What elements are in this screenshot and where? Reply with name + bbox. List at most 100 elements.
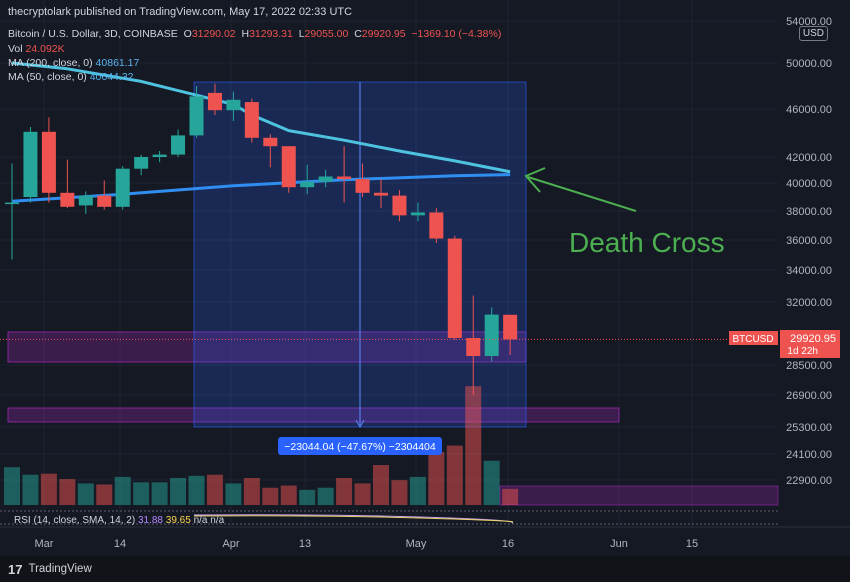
ma200-label: MA (200, close, 0)	[8, 57, 93, 69]
volume-bar	[40, 473, 57, 505]
price-badge-value: 29920.95	[790, 333, 836, 345]
candle-body	[152, 154, 167, 157]
candle-body	[484, 314, 499, 356]
candle-body	[429, 212, 444, 239]
candle-body	[337, 176, 352, 180]
volume-bar	[4, 467, 20, 505]
candle-body	[300, 181, 315, 188]
candle-body	[392, 195, 407, 216]
volume-bar	[299, 489, 316, 505]
y-tick-label: 36000.00	[786, 235, 832, 247]
candle-body	[78, 195, 93, 206]
volume-bar	[96, 484, 113, 505]
volume-bar	[151, 482, 168, 505]
measure-label: −23044.04 (−47.67%) −2304404	[284, 441, 436, 453]
volume-bar	[465, 386, 482, 505]
y-tick-label: 40000.00	[786, 178, 832, 190]
volume-bar	[336, 478, 353, 505]
candle-body	[41, 131, 56, 193]
volume-bar	[280, 485, 297, 505]
publisher-line: thecryptolark published on TradingView.c…	[8, 6, 353, 18]
ma200-legend[interactable]: MA (200, close, 0) 40861.17	[8, 57, 139, 69]
price-badge-timer: 1d 22h	[787, 346, 818, 357]
candle-body	[23, 131, 38, 197]
x-tick-label: 14	[114, 538, 126, 550]
volume-zone	[499, 485, 779, 506]
volume-bar	[206, 474, 223, 505]
volume-bar	[59, 479, 76, 505]
volume-bar	[133, 482, 150, 505]
y-tick-label: 38000.00	[786, 206, 832, 218]
close-value: 29920.95	[361, 28, 406, 40]
volume-bar	[391, 480, 408, 505]
price-badge-bg	[780, 330, 840, 358]
death-cross-label: Death Cross	[569, 227, 725, 258]
candle-body	[447, 238, 462, 338]
volume-bar	[22, 474, 39, 505]
symbol-badge-bg	[729, 331, 778, 345]
change-value: −1369.10 (−4.38%)	[411, 28, 502, 40]
candle-body	[189, 96, 204, 136]
symbol-legend: Bitcoin / U.S. Dollar, 3D, COINBASE O312…	[8, 28, 502, 40]
candle-body	[115, 168, 130, 207]
y-tick-label: 32000.00	[786, 297, 832, 309]
candle-body	[171, 135, 186, 155]
x-tick-label: 16	[502, 538, 514, 550]
volume-bar	[502, 488, 519, 505]
measure-arrow-head-icon	[355, 419, 365, 429]
candle-body	[5, 202, 19, 205]
volume-value: 24.092K	[25, 43, 65, 55]
x-tick-label: Apr	[222, 538, 239, 550]
candle-body	[244, 102, 259, 138]
y-tick-label: 22900.00	[786, 475, 832, 487]
y-tick-label: 54000.00	[786, 16, 832, 28]
candle-body	[97, 195, 112, 207]
measure-label-bg	[278, 437, 442, 455]
candle-body	[466, 338, 481, 356]
candle-body	[374, 192, 388, 196]
y-tick-label: 34000.00	[786, 265, 832, 277]
x-tick-label: Jun	[610, 538, 628, 550]
y-tick-label: 46000.00	[786, 104, 832, 116]
volume-bar	[483, 460, 500, 505]
y-tick-label: 24100.00	[786, 449, 832, 461]
support-zone-upper	[7, 331, 527, 363]
ma50-value: 40644.32	[89, 71, 134, 83]
volume-bar	[114, 476, 131, 505]
currency-button[interactable]: USD	[798, 26, 828, 41]
volume-bar	[170, 478, 187, 505]
tradingview-brand[interactable]: TradingView	[28, 563, 92, 575]
candle-body	[134, 157, 149, 169]
volume-bar	[225, 483, 242, 505]
y-tick-label: 50000.00	[786, 58, 832, 70]
volume-legend[interactable]: Vol 24.092K	[8, 43, 65, 55]
candle-body	[207, 92, 222, 111]
symbol-badge: BTCUSD	[732, 334, 773, 345]
x-tick-label: 15	[686, 538, 698, 550]
candle-body	[318, 176, 333, 182]
volume-bar	[243, 478, 260, 505]
annotation-arrow-head-icon	[524, 167, 546, 193]
ma50-label: MA (50, close, 0)	[8, 71, 87, 83]
volume-bar	[188, 475, 205, 505]
y-tick-label: 26900.00	[786, 390, 832, 402]
y-tick-label: 42000.00	[786, 152, 832, 164]
volume-bar	[77, 483, 94, 505]
y-tick-label: 25300.00	[786, 422, 832, 434]
candle-body	[503, 314, 518, 340]
volume-bar	[409, 476, 426, 505]
volume-bar	[373, 465, 389, 505]
candle-body	[410, 212, 425, 216]
candle-body	[263, 137, 278, 147]
high-value: 31293.31	[249, 28, 293, 40]
tradingview-logo-icon[interactable]: 17	[8, 561, 23, 577]
candle-body	[355, 179, 370, 193]
volume-bar	[354, 483, 371, 505]
candle-body	[226, 99, 241, 111]
open-value: 31290.02	[191, 28, 236, 40]
ma50-legend[interactable]: MA (50, close, 0) 40644.32	[8, 71, 134, 83]
low-value: 29055.00	[304, 28, 349, 40]
ma200-value: 40861.17	[95, 57, 140, 69]
volume-label: Vol	[8, 43, 23, 55]
